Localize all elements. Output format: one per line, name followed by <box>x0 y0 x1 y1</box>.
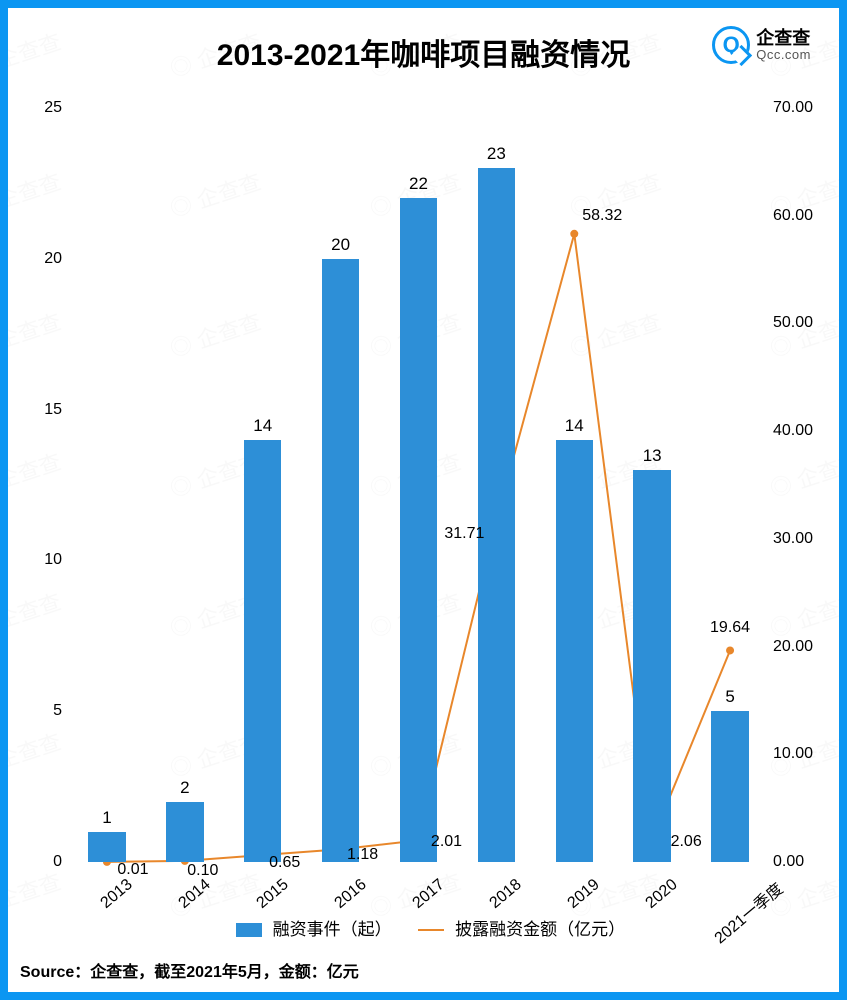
bar-value-label: 22 <box>409 174 428 198</box>
bar <box>556 440 593 862</box>
bar-value-label: 20 <box>331 235 350 259</box>
y-left-tick: 20 <box>28 250 62 268</box>
y-right-tick: 40.00 <box>773 422 825 440</box>
legend: 融资事件（起） 披露融资金额（亿元） <box>8 915 839 940</box>
bar <box>633 470 670 862</box>
line-value-label: 0.10 <box>187 862 218 880</box>
bar <box>400 198 437 862</box>
bar-value-label: 23 <box>487 144 506 168</box>
line-value-label: 31.71 <box>444 525 484 543</box>
bar <box>322 259 359 862</box>
line-value-label: 2.01 <box>431 833 462 851</box>
x-category-label: 2013 <box>97 876 136 913</box>
line-value-label: 0.65 <box>269 854 300 872</box>
bar-value-label: 14 <box>565 416 584 440</box>
bar <box>244 440 281 862</box>
legend-bar-swatch <box>236 923 262 937</box>
brand-logo-text: 企查查 Qcc.com <box>756 29 811 62</box>
bar <box>478 168 515 862</box>
bar-value-label: 1 <box>102 808 111 832</box>
brand-logo: Q 企查查 Qcc.com <box>712 26 811 64</box>
x-category-label: 2017 <box>409 876 448 913</box>
x-category-label: 2018 <box>487 876 526 913</box>
y-left-tick: 25 <box>28 99 62 117</box>
bar-value-label: 13 <box>643 446 662 470</box>
line-value-label: 2.06 <box>671 833 702 851</box>
line-value-label: 58.32 <box>582 207 622 225</box>
x-category-label: 2016 <box>331 876 370 913</box>
plot-area: 05101520250.0010.0020.0030.0040.0050.006… <box>68 108 769 862</box>
legend-line-swatch <box>418 929 444 931</box>
legend-line-label: 披露融资金额（亿元） <box>455 920 625 939</box>
y-left-tick: 15 <box>28 401 62 419</box>
x-category-label: 2020 <box>643 876 682 913</box>
y-right-tick: 50.00 <box>773 314 825 332</box>
legend-bar-label: 融资事件（起） <box>273 920 392 939</box>
x-category-label: 2015 <box>253 876 292 913</box>
bar-value-label: 2 <box>180 778 189 802</box>
bar <box>88 832 125 862</box>
y-right-tick: 60.00 <box>773 207 825 225</box>
line-value-label: 0.01 <box>117 861 148 879</box>
y-left-tick: 0 <box>28 853 62 871</box>
bar-value-label: 14 <box>253 416 272 440</box>
line-marker <box>726 646 734 654</box>
bar <box>711 711 748 862</box>
y-right-tick: 0.00 <box>773 853 825 871</box>
source-note: Source：企查查，截至2021年5月，金额：亿元 <box>20 958 359 982</box>
y-right-tick: 30.00 <box>773 530 825 548</box>
magnifier-q-icon: Q <box>712 26 750 64</box>
y-left-tick: 5 <box>28 702 62 720</box>
line-value-label: 19.64 <box>710 619 750 637</box>
bar <box>166 802 203 862</box>
y-left-tick: 10 <box>28 551 62 569</box>
bar-value-label: 5 <box>725 687 734 711</box>
line-marker <box>570 230 578 238</box>
line-value-label: 1.18 <box>347 846 378 864</box>
x-category-label: 2014 <box>175 876 214 913</box>
y-right-tick: 20.00 <box>773 638 825 656</box>
brand-name-en: Qcc.com <box>756 48 811 62</box>
y-right-tick: 70.00 <box>773 99 825 117</box>
brand-name-cn: 企查查 <box>756 29 811 48</box>
x-category-label: 2019 <box>565 876 604 913</box>
y-right-tick: 10.00 <box>773 745 825 763</box>
chart-card: ◎ 企查查◎ 企查查◎ 企查查◎ 企查查◎ 企查查◎ 企查查◎ 企查查◎ 企查查… <box>0 0 847 1000</box>
